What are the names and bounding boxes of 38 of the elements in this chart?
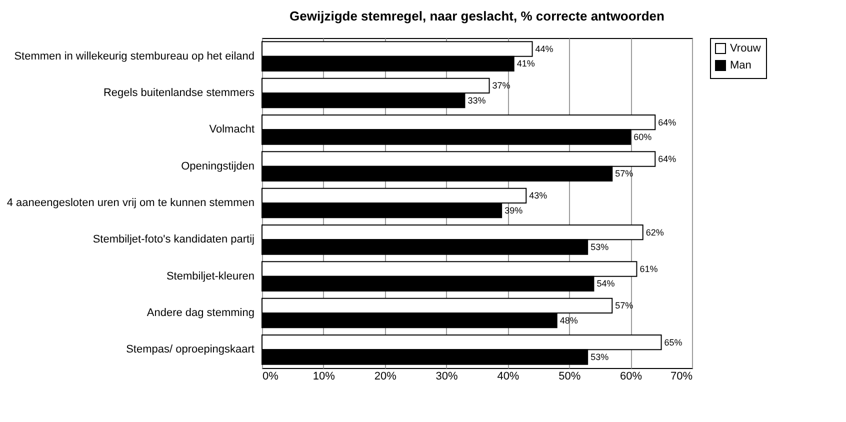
data-label: 43% xyxy=(529,190,548,201)
x-tick-label: 60% xyxy=(620,370,642,382)
y-tick-label: Stemmen in willekeurig stembureau op het eiland xyxy=(14,50,254,62)
data-label: 44% xyxy=(535,44,554,54)
y-tick-label: Andere dag stemming xyxy=(146,307,254,319)
x-tick-label: 20% xyxy=(374,370,397,382)
y-tick-label: Openingstijden xyxy=(181,160,254,172)
data-label: 64% xyxy=(658,117,676,128)
data-label: 61% xyxy=(640,264,658,274)
x-tick-label: 40% xyxy=(497,370,520,382)
y-tick-label: Stembiljet-foto's kandidaten partij xyxy=(92,234,254,246)
data-label: 54% xyxy=(596,278,615,289)
data-label: 57% xyxy=(615,300,634,311)
y-tick-label: Stembiljet-kleuren xyxy=(166,270,254,282)
y-tick-label: 4 aaneengesloten uren vrij om te kunnen stemmen xyxy=(6,197,254,209)
data-label: 57% xyxy=(615,168,634,179)
legend-label: Vrouw xyxy=(730,42,761,54)
x-tick-label: 0% xyxy=(262,370,279,382)
data-label: 64% xyxy=(658,154,676,164)
data-label: 60% xyxy=(634,132,652,142)
y-tick-label: Volmacht xyxy=(209,124,254,136)
data-label: 39% xyxy=(504,205,523,216)
data-label: 37% xyxy=(492,80,510,91)
data-label: 62% xyxy=(646,227,664,238)
data-label: 53% xyxy=(590,242,609,252)
chart-title: Gewijzigde stemregel, naar geslacht, % correcte antwoorden xyxy=(290,8,665,24)
data-label: 33% xyxy=(468,95,486,106)
data-label: 48% xyxy=(560,315,578,326)
x-tick-label: 50% xyxy=(558,370,581,382)
data-label: 65% xyxy=(664,337,682,348)
x-tick-label: 10% xyxy=(312,370,336,382)
data-label: 41% xyxy=(516,58,535,69)
legend-label: Man xyxy=(730,60,752,72)
y-tick-label: Stempas/ oproepingskaart xyxy=(126,344,254,356)
data-label: 53% xyxy=(590,352,609,362)
y-tick-label: Regels buitenlandse stemmers xyxy=(103,87,255,99)
x-tick-label: 70% xyxy=(670,370,693,382)
x-tick-label: 30% xyxy=(436,370,458,382)
